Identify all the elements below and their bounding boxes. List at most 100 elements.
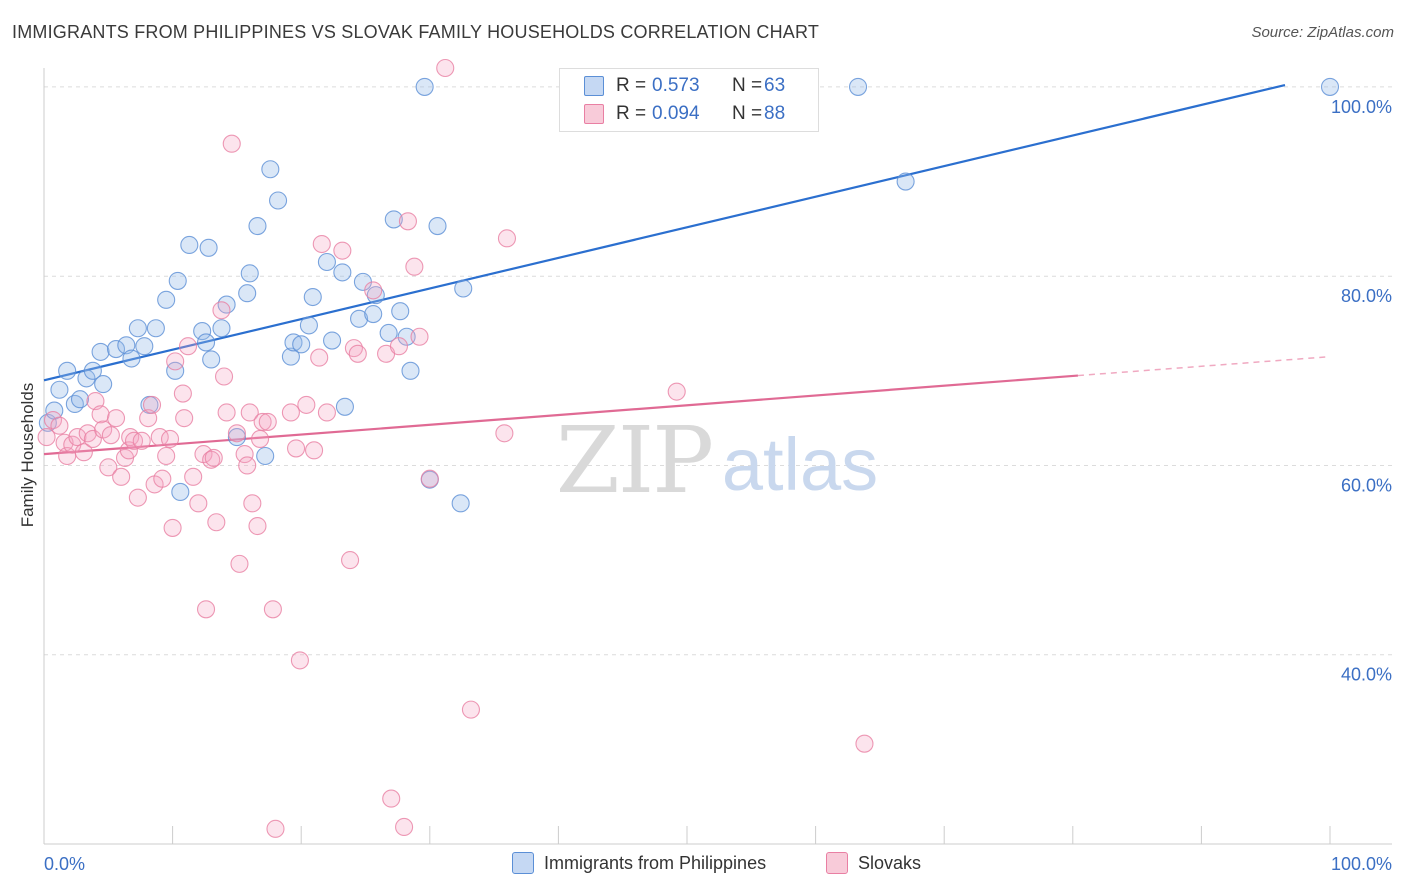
point-slovaks	[124, 431, 144, 450]
n-value: 63	[764, 75, 786, 96]
point-slovaks	[214, 367, 234, 386]
point-slovaks	[175, 409, 194, 428]
point-philippines	[106, 340, 126, 359]
point-philippines	[384, 210, 403, 229]
point-slovaks	[238, 456, 257, 475]
point-slovaks	[312, 234, 331, 254]
point-slovaks	[184, 467, 203, 486]
trend-line-philippines	[43, 83, 1286, 382]
point-slovaks	[189, 494, 208, 513]
point-slovaks	[101, 426, 120, 445]
point-philippines	[217, 295, 236, 314]
point-philippines	[212, 319, 231, 338]
point-slovaks	[310, 348, 329, 367]
point-philippines	[323, 331, 342, 350]
point-slovaks	[173, 384, 192, 403]
n-value: 88	[764, 103, 786, 124]
point-slovaks	[132, 431, 151, 450]
point-slovaks	[248, 516, 267, 536]
point-philippines	[248, 216, 267, 236]
point-slovaks	[420, 469, 439, 488]
point-philippines	[180, 235, 199, 255]
watermark: ZIP atlas	[556, 407, 878, 514]
point-philippines	[303, 287, 322, 307]
point-philippines	[292, 335, 311, 354]
point-philippines	[256, 446, 275, 466]
point-slovaks	[341, 551, 360, 570]
point-slovaks	[68, 428, 87, 447]
point-slovaks	[497, 229, 517, 248]
tick-labels: 40.0% 60.0% 80.0% 100.0% 0.0% 100.0%	[44, 97, 1392, 874]
point-slovaks	[78, 424, 97, 443]
point-slovaks	[382, 789, 401, 808]
point-philippines	[227, 428, 246, 447]
point-slovaks	[202, 450, 221, 469]
point-philippines	[83, 361, 102, 380]
point-philippines	[91, 342, 110, 361]
legend-swatch-slovaks	[584, 104, 604, 124]
point-slovaks	[398, 212, 417, 231]
r-label: R =	[616, 103, 647, 124]
point-philippines	[299, 316, 318, 335]
point-philippines	[77, 369, 96, 388]
point-slovaks	[395, 817, 414, 837]
watermark-atlas: atlas	[722, 423, 878, 506]
point-slovaks	[389, 337, 408, 356]
point-slovaks	[91, 405, 110, 424]
point-philippines	[168, 271, 187, 290]
x-tick-label: 0.0%	[44, 854, 85, 874]
point-philippines	[391, 302, 410, 321]
point-philippines	[94, 375, 113, 394]
point-philippines	[896, 172, 915, 191]
watermark-zip: ZIP	[556, 407, 712, 514]
n-label: N =	[732, 103, 763, 124]
r-value: 0.573	[652, 75, 700, 96]
point-slovaks	[227, 424, 246, 443]
point-philippines	[269, 191, 288, 210]
point-philippines	[454, 279, 473, 298]
point-slovaks	[855, 734, 874, 753]
point-slovaks	[281, 403, 300, 422]
point-slovaks	[207, 513, 226, 532]
point-philippines	[240, 264, 259, 283]
point-slovaks	[364, 281, 383, 300]
n-label: N =	[732, 75, 763, 96]
point-slovaks	[405, 257, 424, 276]
point-philippines	[379, 323, 398, 343]
r-value: 0.094	[652, 103, 700, 124]
point-philippines	[128, 319, 147, 338]
chart-title: IMMIGRANTS FROM PHILIPPINES VS SLOVAK FA…	[12, 22, 820, 42]
point-slovaks	[196, 600, 216, 619]
point-philippines	[1320, 77, 1340, 96]
point-philippines	[848, 77, 868, 96]
point-philippines	[366, 286, 385, 305]
y-tick-label: 40.0%	[1341, 665, 1392, 685]
point-slovaks	[160, 429, 180, 449]
point-philippines	[171, 482, 190, 502]
point-philippines	[166, 361, 185, 380]
point-philippines	[317, 252, 336, 272]
point-slovaks	[106, 409, 126, 428]
stats-legend: R = 0.573 N = 63 R = 0.094 N = 88	[559, 68, 819, 132]
point-slovaks	[119, 441, 138, 460]
point-slovaks	[204, 448, 223, 467]
point-philippines	[397, 327, 416, 346]
source-label: Source: ZipAtlas.com	[1251, 24, 1394, 41]
y-tick-label: 80.0%	[1341, 286, 1392, 306]
point-slovaks	[112, 467, 131, 486]
point-slovaks	[348, 344, 367, 363]
point-slovaks	[461, 700, 481, 719]
point-philippines	[70, 390, 90, 409]
point-slovaks	[290, 651, 309, 670]
point-philippines	[401, 361, 420, 380]
point-slovaks	[157, 446, 176, 466]
point-slovaks	[243, 494, 262, 513]
point-philippines	[364, 304, 383, 324]
legend-swatch-slovaks	[826, 852, 848, 874]
point-slovaks	[495, 424, 514, 443]
point-philippines	[335, 397, 354, 416]
r-label: R =	[616, 75, 647, 96]
point-slovaks	[128, 488, 147, 507]
point-slovaks	[142, 395, 162, 414]
